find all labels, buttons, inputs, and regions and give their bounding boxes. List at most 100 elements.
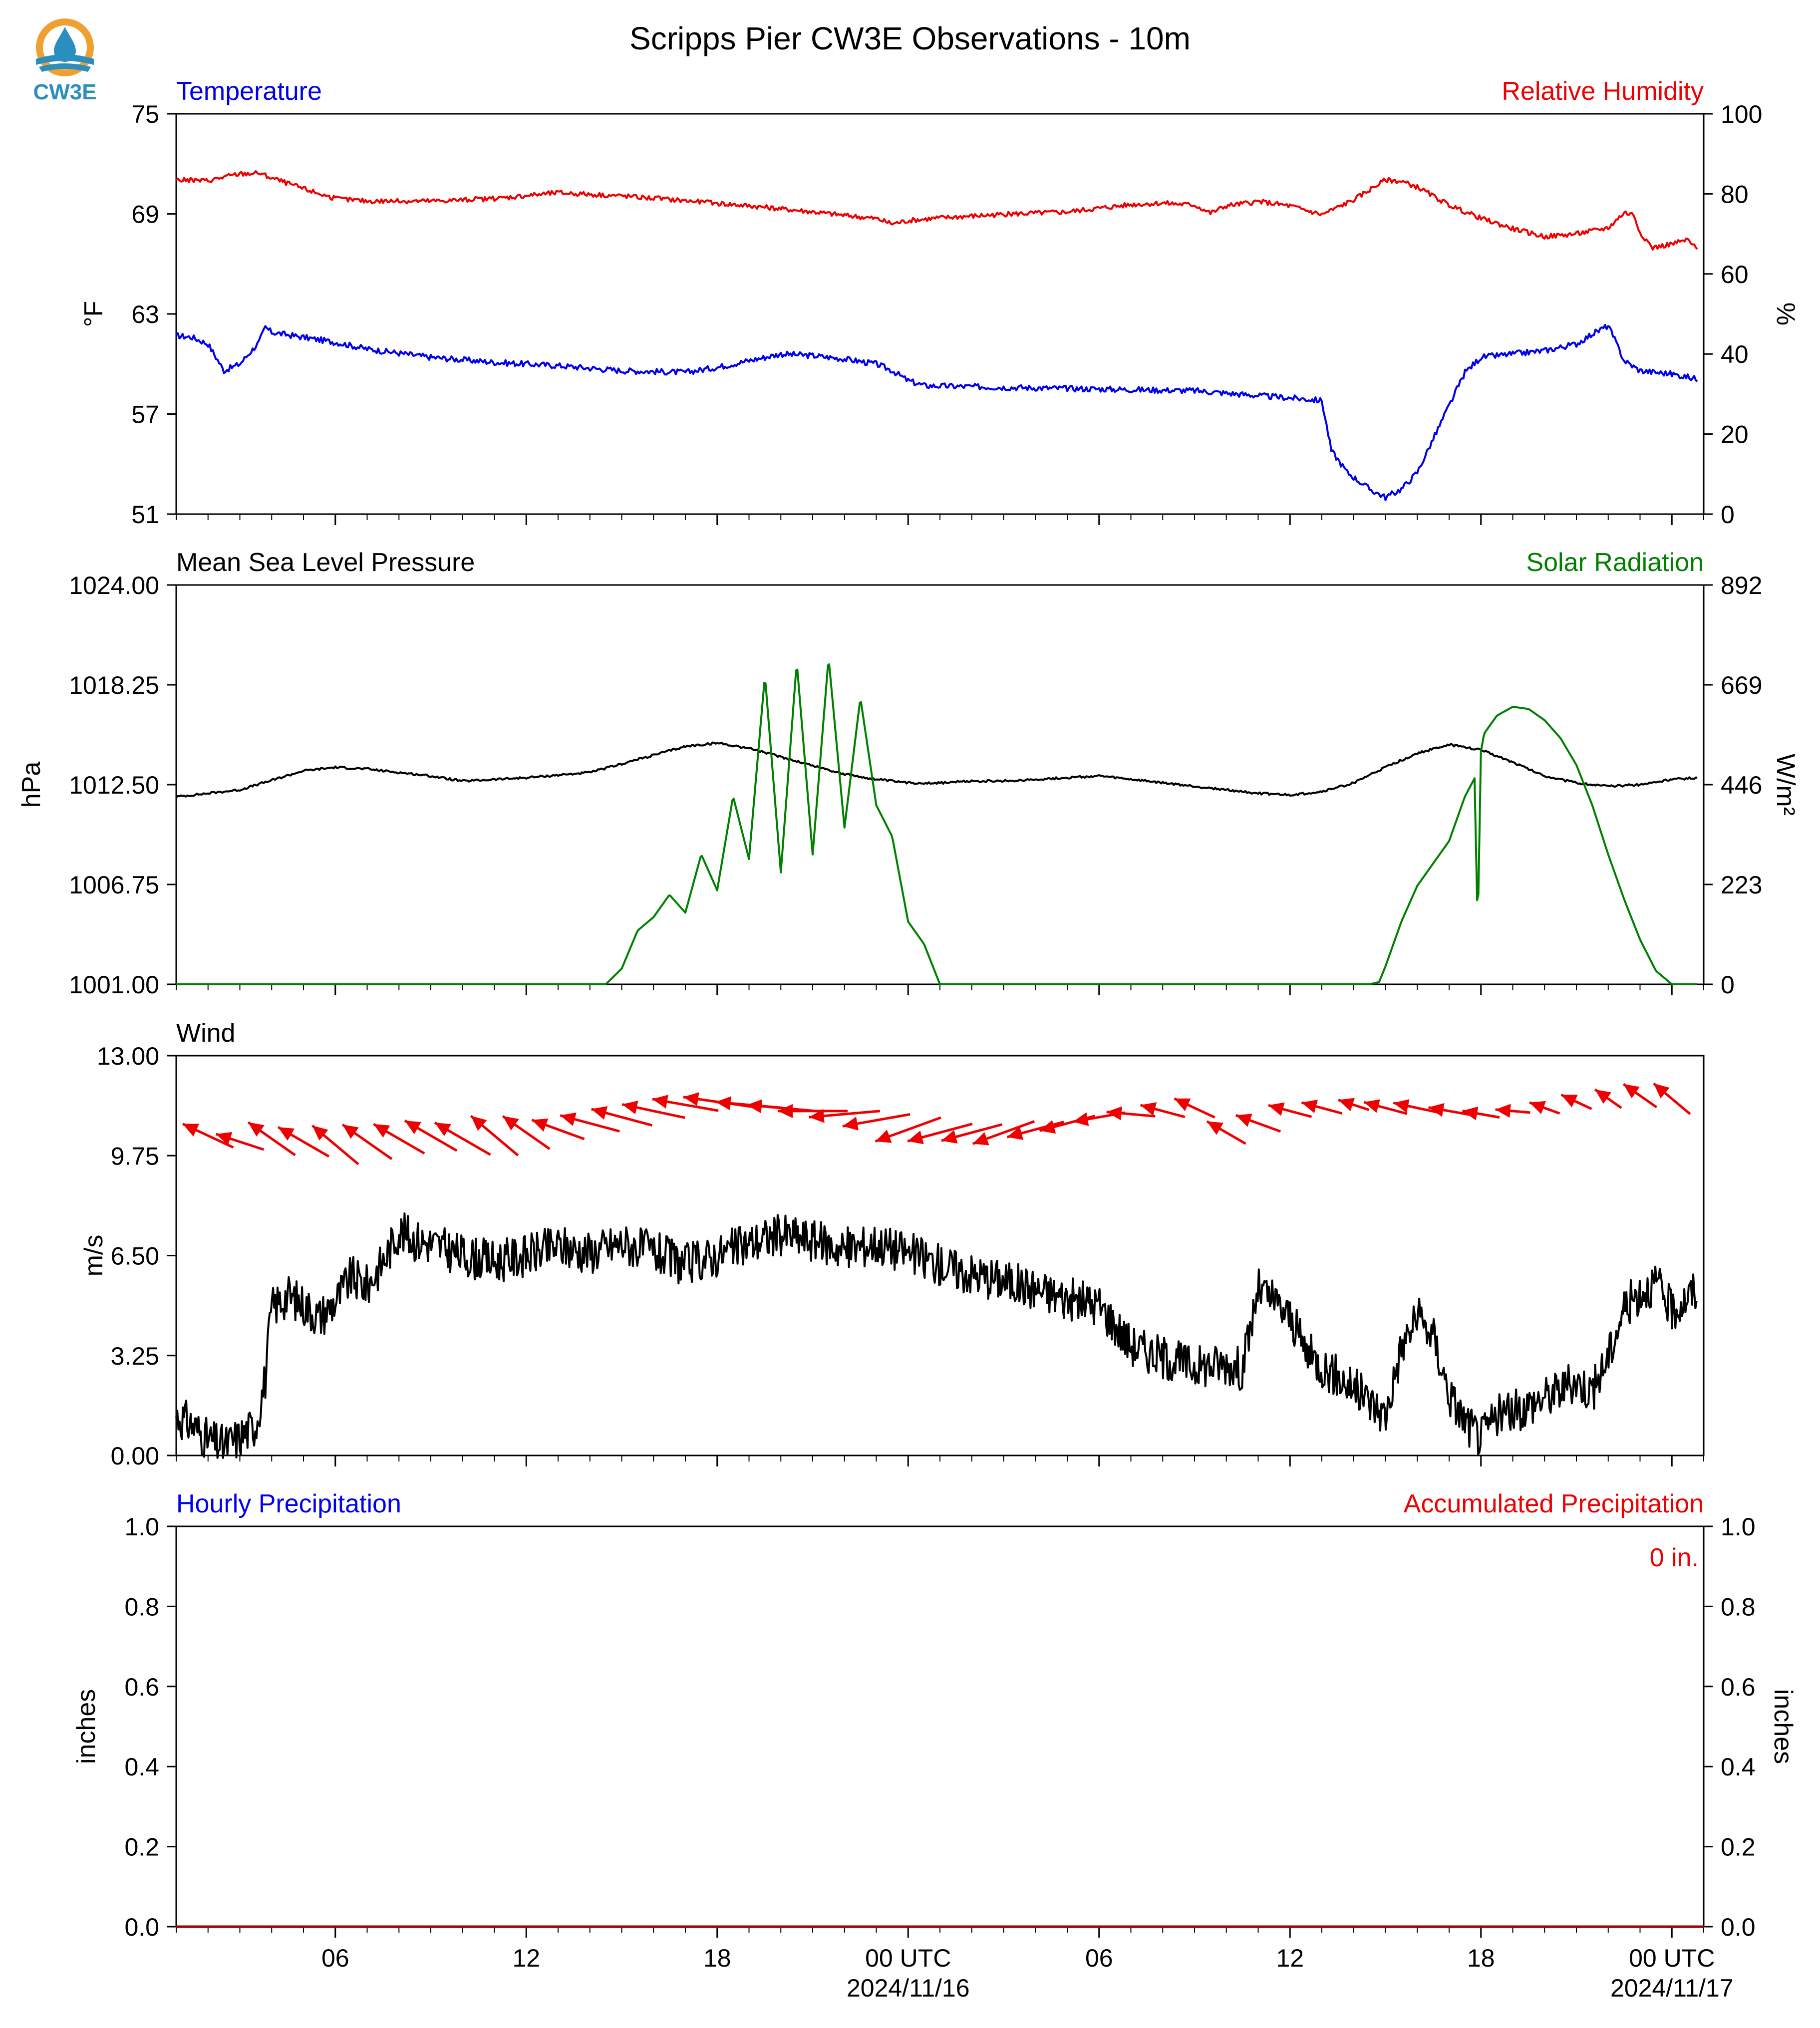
- wind-arrow: [1006, 1121, 1064, 1140]
- x-tick-label: 12: [1276, 1944, 1304, 1972]
- y-axis-label: inches: [72, 1689, 101, 1764]
- wind-arrow-head: [875, 1130, 892, 1143]
- wind-arrow-head: [746, 1099, 763, 1114]
- wind-arrow-head: [622, 1101, 638, 1115]
- wind-arrow-head: [715, 1096, 731, 1111]
- wind-arrow: [277, 1126, 330, 1158]
- wind-arrow: [182, 1123, 234, 1149]
- wind-arrow: [1529, 1101, 1560, 1115]
- y-tick-label: 1.0: [124, 1513, 159, 1541]
- wind-arrow-head: [1393, 1099, 1410, 1113]
- plot-frame: [175, 113, 1705, 515]
- wind-arrow: [941, 1123, 1003, 1144]
- wind-arrow-head: [1140, 1102, 1157, 1116]
- x-tick-label: 00 UTC: [1629, 1944, 1715, 1972]
- wind-arrow: [1594, 1088, 1622, 1109]
- wind-arrow-head: [404, 1121, 421, 1135]
- panel-wind: 0.00 3.25 6.50 9.75 13.00 Wind m/s: [79, 1019, 1705, 1470]
- wind-arrow-head: [278, 1127, 295, 1141]
- y2-tick-label: 446: [1721, 771, 1762, 799]
- wind-arrow: [907, 1123, 973, 1145]
- wind-arrow: [875, 1116, 941, 1143]
- wind-arrow: [1428, 1103, 1470, 1117]
- wind-arrow-head: [1007, 1126, 1024, 1140]
- y-tick-label: 3.25: [111, 1342, 159, 1370]
- x-tick-label: 06: [1085, 1944, 1113, 1972]
- y2-tick-label: 0: [1721, 501, 1735, 529]
- accumulated-total-label: 0 in.: [1650, 1543, 1699, 1572]
- wind-arrow-head: [1268, 1102, 1285, 1116]
- y-axis-label: m/s: [79, 1235, 108, 1277]
- y2-tick-label: 0.2: [1721, 1833, 1756, 1861]
- y-tick-label: 63: [131, 300, 159, 328]
- wind-arrow-head: [683, 1092, 699, 1106]
- wind-arrow: [373, 1123, 425, 1155]
- y-tick-label: 1001.00: [69, 971, 159, 999]
- wind-arrow-head: [972, 1132, 989, 1146]
- wind-arrow: [247, 1121, 296, 1157]
- wind-arrow-head: [1595, 1089, 1611, 1104]
- wind-arrow-head: [842, 1117, 859, 1131]
- y-tick-label: 75: [131, 100, 159, 128]
- cw3e-logo: CW3E: [25, 15, 105, 110]
- wind-arrow-head: [312, 1125, 328, 1141]
- panel-left-title: Mean Sea Level Pressure: [176, 548, 475, 577]
- wind-arrow-head: [1235, 1114, 1252, 1127]
- series-humidity: [175, 170, 1698, 251]
- y2-tick-label: 1.0: [1721, 1513, 1756, 1541]
- y-tick-label: 1024.00: [69, 572, 159, 599]
- y-tick-label: 0.8: [124, 1593, 159, 1621]
- y2-tick-label: 669: [1721, 671, 1762, 699]
- wind-arrow-head: [908, 1131, 924, 1145]
- y-tick-label: 0.4: [124, 1753, 159, 1781]
- wind-arrow-head: [434, 1123, 451, 1137]
- wind-arrow-head: [1073, 1112, 1089, 1127]
- series-temperature: [176, 323, 1698, 501]
- y-axis-label: hPa: [17, 762, 46, 808]
- wind-arrow-head: [1495, 1104, 1511, 1118]
- y2-tick-label: 223: [1721, 871, 1762, 899]
- y-tick-label: 6.50: [111, 1242, 159, 1270]
- wind-arrow: [1338, 1098, 1370, 1112]
- wind-arrow-head: [1364, 1099, 1380, 1113]
- series-solar: [176, 663, 1698, 985]
- wind-arrow: [215, 1132, 265, 1151]
- panel-temperature-humidity: 51 57 63 69 75 0 20 40 60 80 100 Temperature Relativ…: [79, 77, 1800, 529]
- wind-arrow: [1622, 1083, 1658, 1109]
- wind-arrow: [1174, 1097, 1215, 1119]
- panel-right-title: Solar Radiation: [1526, 548, 1704, 577]
- wind-arrow: [1235, 1114, 1281, 1133]
- y2-tick-label: 0.0: [1721, 1913, 1756, 1941]
- y2-tick-label: 0.4: [1721, 1753, 1756, 1781]
- y-tick-label: 0.6: [124, 1673, 159, 1701]
- wind-arrow: [809, 1109, 881, 1123]
- x-tick-date: 2024/11/16: [847, 1974, 970, 2002]
- x-tick-label: 12: [512, 1944, 540, 1972]
- wind-arrow-head: [560, 1112, 577, 1126]
- wind-arrow-head: [1653, 1083, 1670, 1099]
- wind-arrow: [560, 1112, 620, 1133]
- wind-arrow: [621, 1101, 685, 1119]
- y2-tick-label: 80: [1721, 180, 1749, 208]
- y2-axis-label: inches: [1769, 1689, 1798, 1764]
- y-tick-label: 57: [131, 401, 159, 429]
- panel-right-title: Accumulated Precipitation: [1404, 1489, 1704, 1518]
- wind-arrow: [1393, 1099, 1442, 1115]
- wind-arrow: [591, 1106, 653, 1127]
- x-tick-label: 18: [703, 1944, 731, 1972]
- wind-arrow-head: [373, 1124, 390, 1138]
- x-tick-label: 00 UTC: [865, 1944, 951, 1972]
- wind-arrow-head: [1039, 1120, 1056, 1134]
- wind-arrow-head: [471, 1116, 487, 1131]
- wind-arrow-head: [503, 1116, 519, 1131]
- wind-arrow: [1268, 1102, 1312, 1118]
- series-pressure: [175, 741, 1698, 799]
- wind-arrow-head: [1301, 1100, 1318, 1114]
- x-tick-label: 18: [1467, 1944, 1495, 1972]
- y2-axis-label: %: [1771, 302, 1800, 325]
- wind-arrow: [1106, 1106, 1156, 1121]
- wind-arrow: [311, 1125, 359, 1165]
- wind-arrow-head: [1174, 1098, 1191, 1112]
- y-tick-label: 51: [131, 501, 159, 529]
- wind-arrow: [1301, 1100, 1343, 1115]
